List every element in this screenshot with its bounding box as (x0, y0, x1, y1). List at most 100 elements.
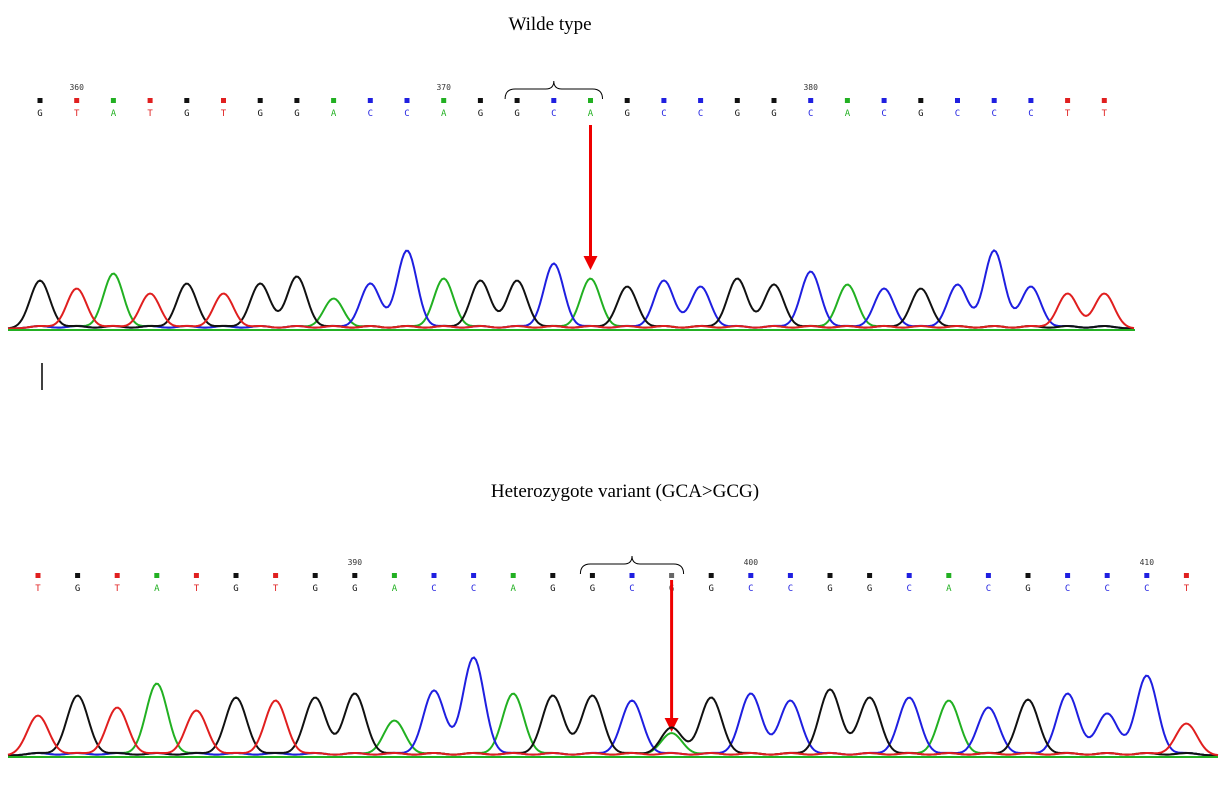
base-marker (511, 573, 516, 578)
base-call: G (735, 109, 740, 119)
base-marker (148, 98, 153, 103)
base-call: G (184, 109, 189, 119)
base-call: G (478, 109, 483, 119)
base-call: T (1184, 584, 1190, 594)
base-marker (36, 573, 41, 578)
base-marker (194, 573, 199, 578)
base-call: A (510, 584, 516, 594)
base-call: C (881, 109, 886, 119)
base-marker (661, 98, 666, 103)
base-marker (258, 98, 263, 103)
base-call: C (698, 109, 703, 119)
base-marker (273, 573, 278, 578)
base-marker (1102, 98, 1107, 103)
base-call: C (1028, 109, 1033, 119)
base-call: T (35, 584, 41, 594)
base-marker (1184, 573, 1189, 578)
base-call: G (708, 584, 713, 594)
base-marker (38, 98, 43, 103)
base-marker (234, 573, 239, 578)
base-marker (735, 98, 740, 103)
base-marker (955, 98, 960, 103)
base-call: G (37, 109, 42, 119)
base-marker (1028, 98, 1033, 103)
base-marker (986, 573, 991, 578)
base-call: C (471, 584, 476, 594)
base-call: T (273, 584, 279, 594)
base-marker (478, 98, 483, 103)
base-call: G (771, 109, 776, 119)
bracket (580, 556, 683, 574)
trace (8, 689, 1218, 755)
base-call: T (221, 109, 227, 119)
base-marker (74, 98, 79, 103)
base-call: G (590, 584, 595, 594)
base-call: C (788, 584, 793, 594)
base-call: C (1065, 584, 1070, 594)
base-marker (1065, 98, 1070, 103)
base-marker (588, 98, 593, 103)
base-call: C (404, 109, 409, 119)
panel-title: Heterozygote variant (GCA>GCG) (491, 481, 759, 502)
figure: Wilde typeGT360ATGTGGACCA370GGCAGCCGGC38… (0, 0, 1220, 787)
base-marker (590, 573, 595, 578)
panel-title: Wilde type (508, 14, 591, 35)
base-marker (1065, 573, 1070, 578)
base-marker (698, 98, 703, 103)
base-call: G (827, 584, 832, 594)
base-marker (1026, 573, 1031, 578)
base-marker (432, 573, 437, 578)
trace (8, 658, 1218, 756)
base-marker (331, 98, 336, 103)
base-call: C (808, 109, 813, 119)
base-marker (709, 573, 714, 578)
base-marker (184, 98, 189, 103)
base-marker (867, 573, 872, 578)
base-call: A (441, 109, 447, 119)
position-label: 390 (348, 558, 363, 567)
base-marker (551, 98, 556, 103)
base-call: A (845, 109, 851, 119)
base-marker (828, 573, 833, 578)
base-marker (946, 573, 951, 578)
base-marker (1144, 573, 1149, 578)
base-call: C (551, 109, 556, 119)
base-marker (748, 573, 753, 578)
base-call: C (955, 109, 960, 119)
base-call: T (147, 109, 153, 119)
position-label: 370 (436, 83, 451, 92)
arrow-head (584, 256, 598, 270)
base-call: T (74, 109, 80, 119)
panel: Heterozygote variant (GCA>GCG) T G T A T G T G G 3… (8, 481, 1218, 757)
base-marker (75, 573, 80, 578)
base-call: A (331, 109, 337, 119)
base-marker (772, 98, 777, 103)
base-marker (918, 98, 923, 103)
position-label: 410 (1140, 558, 1155, 567)
base-call: A (111, 109, 117, 119)
base-call: T (114, 584, 120, 594)
base-call: T (194, 584, 200, 594)
base-call: A (154, 584, 160, 594)
base-call: T (1065, 109, 1071, 119)
base-call: G (352, 584, 357, 594)
base-marker (515, 98, 520, 103)
base-call: A (588, 109, 594, 119)
base-marker (1105, 573, 1110, 578)
base-call: C (368, 109, 373, 119)
base-marker (111, 98, 116, 103)
base-marker (625, 98, 630, 103)
base-call: C (991, 109, 996, 119)
base-call: C (629, 584, 634, 594)
base-call: G (1025, 584, 1030, 594)
base-marker (882, 98, 887, 103)
base-call: G (624, 109, 629, 119)
base-marker (441, 98, 446, 103)
base-marker (788, 573, 793, 578)
base-call: A (946, 584, 952, 594)
base-call: C (661, 109, 666, 119)
base-marker (845, 98, 850, 103)
base-marker (471, 573, 476, 578)
base-call: G (867, 584, 872, 594)
